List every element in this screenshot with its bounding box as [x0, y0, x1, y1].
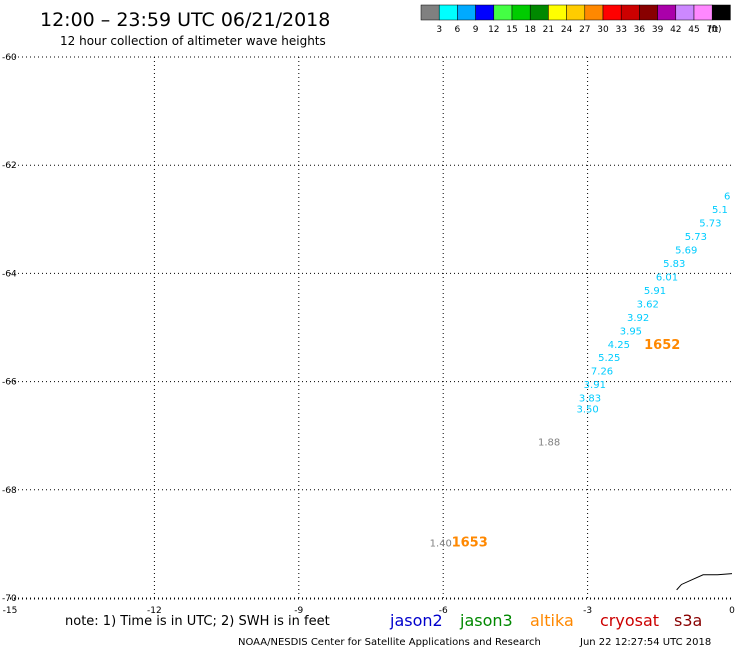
- swh-value-label: 5.1: [712, 205, 728, 216]
- colorbar-legend: 3 6 9 12 15 18 21 24 27 30 33 36 39 42 45 70: [420, 4, 731, 35]
- swh-value-label: 3.62: [637, 299, 659, 310]
- satellite-legend: jason2 jason3 altika cryosat s3a: [389, 611, 702, 630]
- grid-lines: [10, 56, 732, 600]
- colorbar-swatch: [584, 4, 604, 21]
- colorbar-label: 45: [688, 25, 699, 35]
- colorbar-swatch: [639, 4, 658, 21]
- colorbar-label: 27: [579, 25, 590, 35]
- swh-value-label: 1.88: [538, 437, 560, 448]
- colorbar-swatch: [511, 4, 531, 21]
- y-tick-label: -68: [2, 486, 17, 496]
- swh-value-label: 5.73: [699, 218, 721, 229]
- y-tick-label: -62: [2, 161, 17, 171]
- swh-value-label: 5.25: [598, 353, 620, 364]
- colorbar-label: 6: [455, 25, 461, 35]
- colorbar-label: 30: [597, 25, 609, 35]
- colorbar-swatch: [711, 4, 731, 21]
- colorbar-label: 12: [488, 25, 499, 35]
- colorbar-label: 24: [561, 25, 573, 35]
- swh-value-label: 1.40: [430, 539, 452, 550]
- colorbar-label: 18: [524, 25, 536, 35]
- pass-time-label: 1653: [452, 536, 488, 551]
- footer-credit: NOAA/NESDIS Center for Satellite Applica…: [238, 637, 541, 648]
- colorbar-label: 42: [670, 25, 681, 35]
- swh-value-label: 3.92: [627, 313, 649, 324]
- colorbar-swatch: [438, 4, 458, 21]
- swh-value-label: 5.69: [675, 245, 697, 256]
- swh-value-label: 4.25: [608, 340, 630, 351]
- chart-title: 12:00 – 23:59 UTC 06/21/2018: [40, 9, 330, 31]
- swh-value-label: 3.95: [620, 327, 642, 338]
- footer-note: note: 1) Time is in UTC; 2) SWH is in fe…: [65, 614, 330, 629]
- colorbar-swatch: [657, 4, 677, 21]
- coastline-path: [676, 573, 733, 591]
- colorbar-label: 15: [506, 25, 517, 35]
- satellite-name: jason2: [389, 611, 443, 630]
- colorbar-label: 9: [473, 25, 479, 35]
- colorbar-swatch: [493, 4, 513, 21]
- swh-value-label: 6: [724, 191, 730, 202]
- x-tick-label: 0: [729, 606, 735, 616]
- colorbar-label: 33: [615, 25, 626, 35]
- y-tick-label: -60: [2, 53, 17, 63]
- satellite-name: altika: [530, 611, 574, 630]
- satellite-name: cryosat: [600, 611, 659, 630]
- colorbar-swatch: [548, 4, 567, 21]
- data-point-labels: 3.503.83 3.91 7.26 5.25 4.25 3.95 3.92 3.62 5.91…: [430, 191, 731, 549]
- swh-value-label: 3.50: [576, 404, 598, 415]
- axis-tick-labels: -15 -12 -9 -6 -3 0 -60 -62 -64 -66 -68 -70: [2, 53, 735, 616]
- colorbar-label: 70: [706, 25, 718, 35]
- colorbar-swatch: [529, 4, 549, 21]
- coastline: [676, 573, 733, 591]
- colorbar-swatch: [602, 4, 622, 21]
- swh-value-label: 5.73: [685, 232, 707, 243]
- footer-timestamp: Jun 22 12:27:54 UTC 2018: [579, 637, 711, 648]
- satellite-name: s3a: [674, 611, 702, 630]
- swh-value-label: 3.83: [579, 394, 601, 405]
- x-tick-label: -15: [3, 606, 18, 616]
- colorbar-swatch: [693, 4, 713, 21]
- colorbar-label: 39: [652, 25, 664, 35]
- x-tick-label: -6: [439, 606, 448, 616]
- swh-value-label: 5.91: [644, 286, 666, 297]
- colorbar-label: 21: [543, 25, 554, 35]
- y-tick-label: -64: [2, 269, 17, 279]
- chart-subtitle: 12 hour collection of altimeter wave hei…: [60, 34, 326, 48]
- swh-value-label: 5.83: [663, 259, 685, 270]
- swh-value-label: 3.91: [584, 380, 606, 391]
- x-tick-label: -3: [583, 606, 592, 616]
- swh-value-label: 7.26: [591, 367, 613, 378]
- colorbar-swatch: [620, 4, 640, 21]
- colorbar-swatch: [675, 4, 695, 21]
- colorbar-swatch: [420, 4, 440, 21]
- pass-time-annotations: 1652 1653: [452, 338, 681, 550]
- x-tick-label: -9: [294, 606, 303, 616]
- colorbar-swatch: [566, 4, 586, 21]
- colorbar-swatch: [457, 4, 476, 21]
- swh-value-label: 6.01: [656, 272, 678, 283]
- colorbar-swatch: [475, 4, 495, 21]
- y-tick-label: -70: [2, 594, 17, 604]
- y-tick-label: -66: [2, 378, 17, 388]
- satellite-name: jason3: [459, 611, 513, 630]
- colorbar-unit-label: (ft): [708, 25, 722, 35]
- x-tick-label: -12: [147, 606, 162, 616]
- colorbar-label: 36: [634, 25, 646, 35]
- pass-time-label: 1652: [644, 338, 680, 353]
- colorbar-label: 3: [436, 25, 442, 35]
